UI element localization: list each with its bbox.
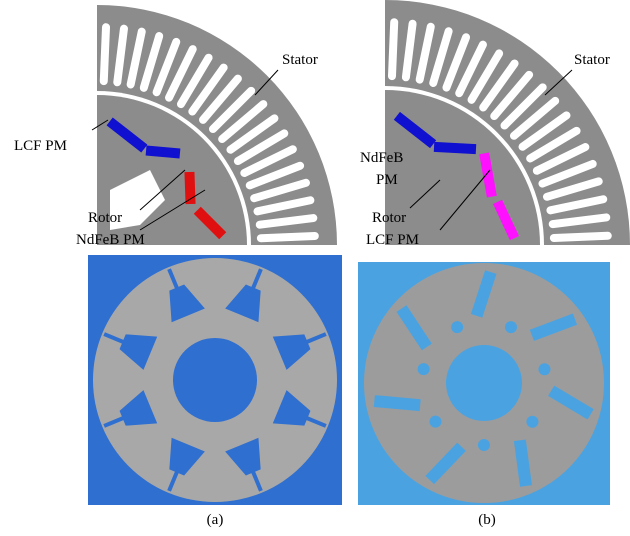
label: Stator	[574, 52, 610, 68]
figure: Stator LCF PM Rotor NdFeB PM Stator NdFe…	[0, 0, 630, 536]
hole	[451, 321, 463, 333]
hole	[418, 363, 430, 375]
label: NdFeB	[360, 150, 403, 166]
shaft-hole	[173, 338, 257, 422]
hole	[505, 321, 517, 333]
label: PM	[376, 172, 398, 188]
rotor-photo-a	[93, 258, 337, 502]
hole	[526, 416, 538, 428]
label: Rotor	[88, 210, 122, 226]
label: NdFeB PM	[76, 232, 145, 248]
hole	[429, 416, 441, 428]
label: LCF PM	[14, 138, 67, 154]
label: Stator	[282, 52, 318, 68]
caption: (b)	[478, 512, 496, 528]
label: Rotor	[372, 210, 406, 226]
hole	[478, 439, 490, 451]
shaft-hole	[446, 345, 522, 421]
label: LCF PM	[366, 232, 419, 248]
hole	[538, 363, 550, 375]
caption: (a)	[207, 512, 224, 528]
rotor-photo-b	[364, 263, 604, 503]
